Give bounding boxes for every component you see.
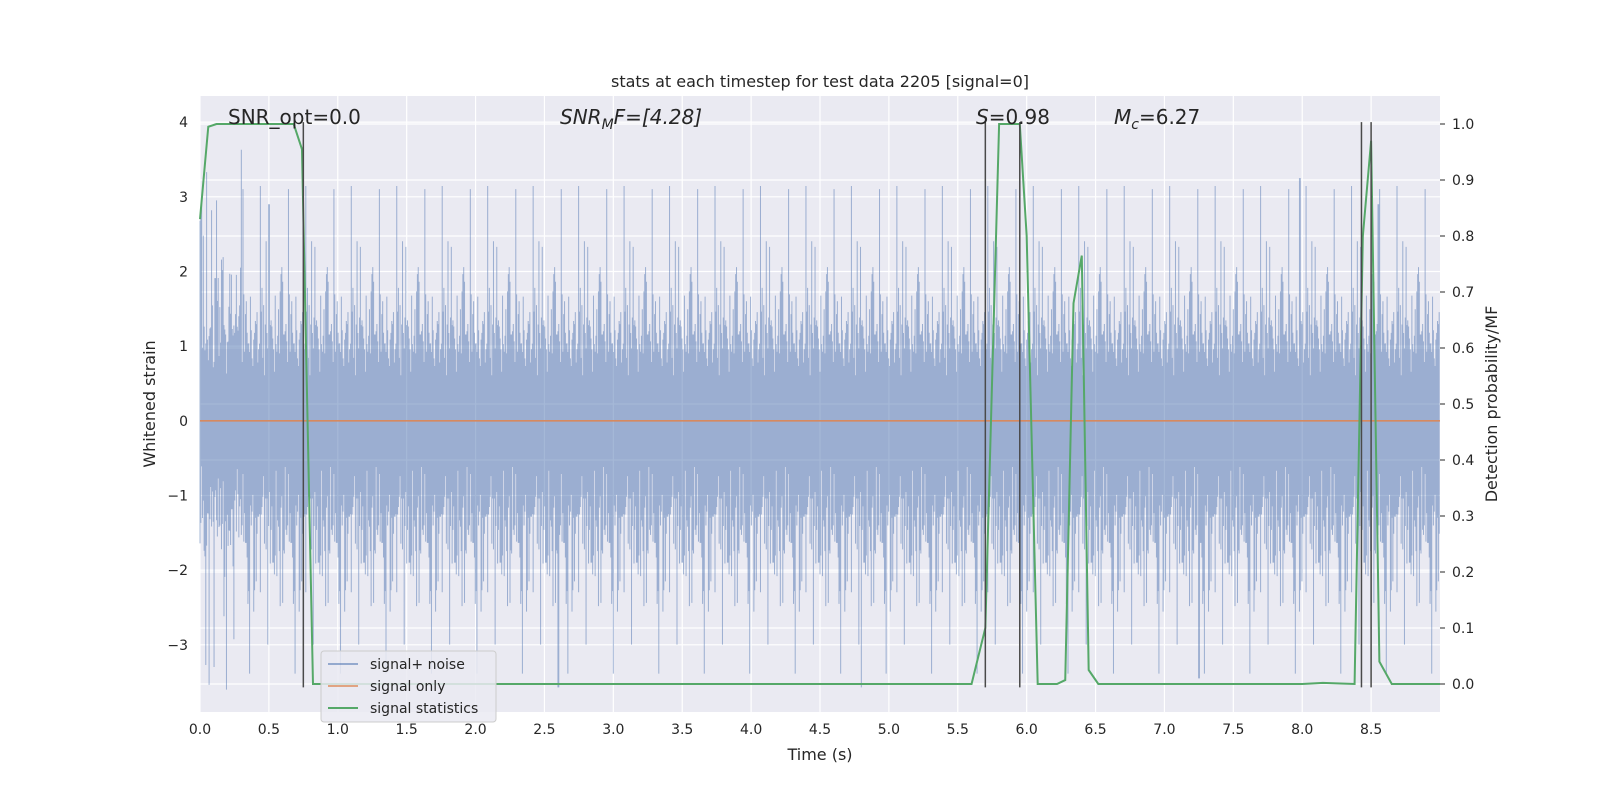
x-tick-label: 3.5 bbox=[671, 722, 693, 738]
legend-label-signal-statistics: signal statistics bbox=[370, 701, 478, 717]
y-tick-label-right: 0.6 bbox=[1452, 341, 1474, 357]
x-tick-label: 6.0 bbox=[1016, 722, 1038, 738]
y-tick-label-left: −2 bbox=[167, 563, 188, 579]
x-tick-label: 1.0 bbox=[327, 722, 349, 738]
x-tick-label: 5.0 bbox=[878, 722, 900, 738]
legend-label-signal-only: signal only bbox=[370, 679, 445, 695]
tick-labels: 0.0 0.5 1.0 1.5 2.0 2.5 3.0 3.5 4.0 4.5 5.0 5.5 6.0 6… bbox=[167, 115, 1474, 738]
x-tick-label: 2.5 bbox=[533, 722, 555, 738]
vertical-markers bbox=[302, 122, 1372, 688]
x-tick-label: 4.0 bbox=[740, 722, 762, 738]
y-tick-label-right: 0.0 bbox=[1452, 677, 1474, 693]
y-axis-label-right: Detection probability/MF bbox=[1482, 306, 1501, 503]
annotation-mc: Mc=6.27 bbox=[1114, 105, 1200, 133]
annotation-s: S=0.98 bbox=[976, 105, 1050, 129]
y-tick-label-right: 0.1 bbox=[1452, 621, 1474, 637]
y-tick-label-right: 0.7 bbox=[1452, 285, 1474, 301]
x-tick-label: 0.0 bbox=[189, 722, 211, 738]
y-axis-label-left: Whitened strain bbox=[140, 340, 159, 467]
y-tick-label-right: 0.2 bbox=[1452, 565, 1474, 581]
series-lines bbox=[199, 123, 1440, 686]
x-tick-label: 8.5 bbox=[1360, 722, 1382, 738]
legend: signal+ noise signal only signal statist… bbox=[320, 650, 497, 723]
legend-box bbox=[320, 650, 497, 723]
x-tick-label: 6.5 bbox=[1084, 722, 1106, 738]
x-tick-label: 2.0 bbox=[464, 722, 486, 738]
y-tick-label-right: 0.9 bbox=[1452, 173, 1474, 189]
x-tick-label: 7.5 bbox=[1222, 722, 1244, 738]
series-signal-statistics bbox=[199, 123, 1440, 686]
y-tick-label-right: 0.4 bbox=[1452, 453, 1474, 469]
series-signal-noise bbox=[199, 149, 1440, 690]
y-tick-label-right: 1.0 bbox=[1452, 117, 1474, 133]
y-tick-label-left: 2 bbox=[179, 264, 188, 280]
x-axis-label: Time (s) bbox=[786, 745, 852, 764]
y-tick-label-left: −3 bbox=[167, 638, 188, 654]
x-tick-label: 5.5 bbox=[947, 722, 969, 738]
noise-band bbox=[199, 149, 1440, 690]
x-tick-label: 3.0 bbox=[602, 722, 624, 738]
x-tick-label: 7.0 bbox=[1153, 722, 1175, 738]
x-tick-label: 0.5 bbox=[258, 722, 280, 738]
y-tick-label-left: 3 bbox=[179, 190, 188, 206]
y-tick-label-left: 0 bbox=[179, 414, 188, 430]
chart-title: stats at each timestep for test data 220… bbox=[611, 72, 1029, 91]
y-tick-label-left: 1 bbox=[179, 339, 188, 355]
y-tick-label-right: 0.5 bbox=[1452, 397, 1474, 413]
annotation-snr-mf: SNRMF=[4.28] bbox=[560, 105, 702, 133]
legend-label-signal-noise: signal+ noise bbox=[370, 657, 465, 673]
y-tick-label-left: −1 bbox=[167, 488, 188, 504]
x-tick-label: 4.5 bbox=[809, 722, 831, 738]
y-tick-label-right: 0.8 bbox=[1452, 229, 1474, 245]
x-tick-label: 8.0 bbox=[1291, 722, 1313, 738]
annotation-snr-opt: SNR_opt=0.0 bbox=[228, 105, 361, 129]
x-tick-label: 1.5 bbox=[396, 722, 418, 738]
y-tick-label-left: 4 bbox=[179, 115, 188, 131]
y-tick-label-right: 0.3 bbox=[1452, 509, 1474, 525]
